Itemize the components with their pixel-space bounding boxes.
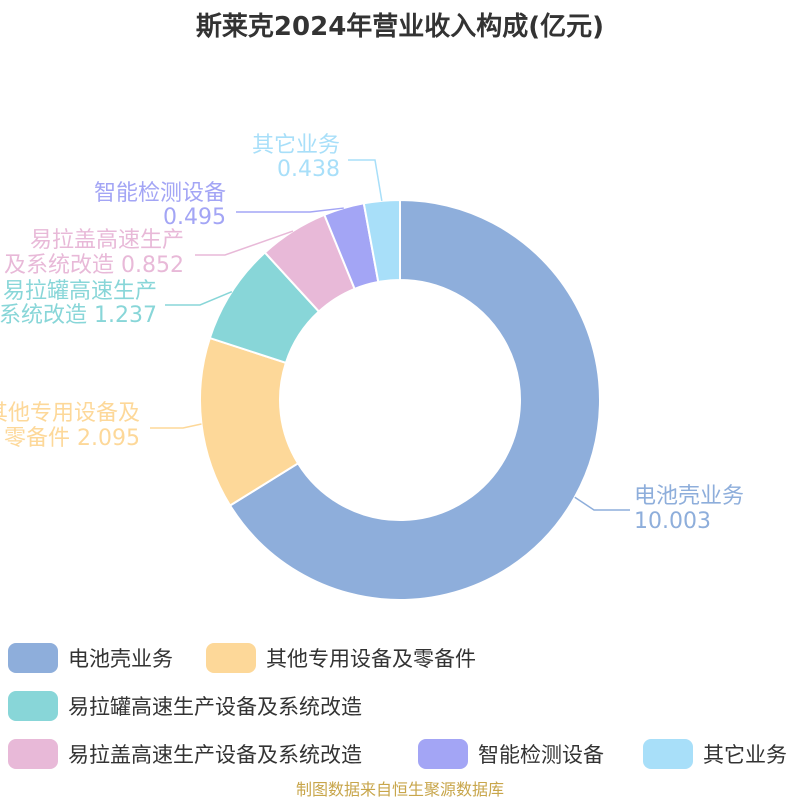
legend-label: 其它业务 xyxy=(703,743,787,767)
legend-item[interactable]: 智能检测设备 xyxy=(418,739,604,769)
legend-swatch xyxy=(206,643,256,673)
leader-line xyxy=(348,159,383,201)
data-label-value: 零备件 2.095 xyxy=(4,426,140,451)
data-label-name: 智能检测设备 xyxy=(94,181,226,206)
legend-swatch xyxy=(8,643,58,673)
legend-swatch xyxy=(8,691,58,721)
leader-line xyxy=(165,291,233,306)
chart-title: 斯莱克2024年营业收入构成(亿元) xyxy=(195,12,605,42)
legend-item[interactable]: 易拉罐高速生产设备及系统改造 xyxy=(8,691,362,721)
leader-line xyxy=(236,207,344,213)
data-label-name: 电池壳业务 xyxy=(634,484,744,509)
legend-label: 电池壳业务 xyxy=(68,647,173,671)
legend-swatch xyxy=(643,739,693,769)
data-label-value: 及系统改造 0.852 xyxy=(4,253,184,278)
legend-swatch xyxy=(418,739,468,769)
pie-slice[interactable] xyxy=(362,198,401,284)
leader-line xyxy=(150,423,202,429)
source-note: 制图数据来自恒生聚源数据库 xyxy=(295,780,504,799)
legend-item[interactable]: 其它业务 xyxy=(643,739,787,769)
legend-item[interactable]: 电池壳业务 xyxy=(8,643,173,673)
data-label-value: 系统改造 1.237 xyxy=(0,303,157,328)
legend-swatch xyxy=(8,739,58,769)
data-label-value: 0.495 xyxy=(163,205,226,230)
data-label-name: 其他专用设备及 xyxy=(0,401,140,426)
legend-item[interactable]: 易拉盖高速生产设备及系统改造 xyxy=(8,739,362,769)
data-label-name: 易拉罐高速生产 xyxy=(3,279,157,304)
data-label-name: 其它业务 xyxy=(252,133,340,158)
data-label-value: 0.438 xyxy=(277,157,340,182)
pie-slice[interactable] xyxy=(228,198,601,601)
data-label-name: 易拉盖高速生产 xyxy=(30,228,184,253)
legend-label: 其他专用设备及零备件 xyxy=(266,647,476,671)
leader-line xyxy=(195,230,294,256)
legend-label: 智能检测设备 xyxy=(478,743,604,767)
leader-line xyxy=(574,496,630,511)
legend-label: 易拉盖高速生产设备及系统改造 xyxy=(68,743,362,767)
data-label-value: 10.003 xyxy=(634,509,711,534)
legend-label: 易拉罐高速生产设备及系统改造 xyxy=(68,695,362,719)
legend-item[interactable]: 其他专用设备及零备件 xyxy=(206,643,476,673)
